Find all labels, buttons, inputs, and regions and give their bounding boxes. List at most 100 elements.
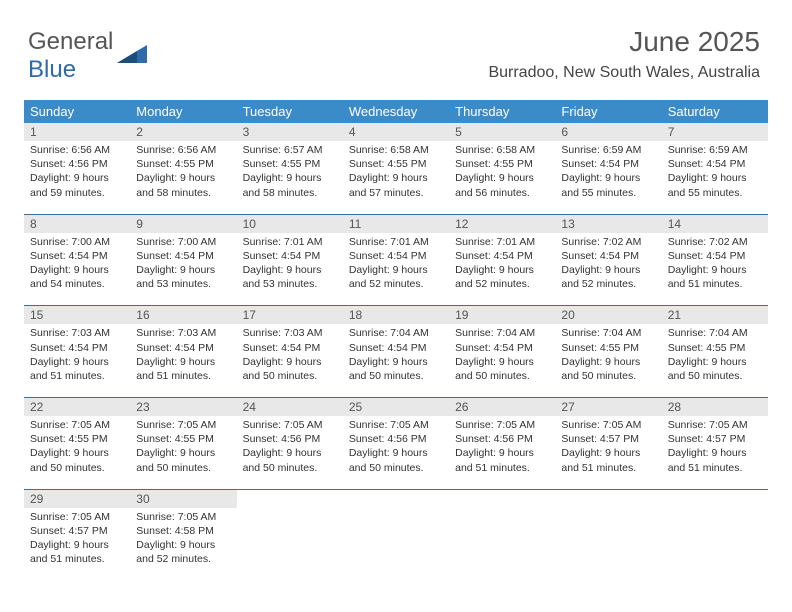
day-info-line: Daylight: 9 hours <box>561 171 655 185</box>
day-info-line: Sunrise: 6:56 AM <box>136 143 230 157</box>
day-cell: 30Sunrise: 7:05 AMSunset: 4:58 PMDayligh… <box>130 490 236 571</box>
day-info-line: Sunset: 4:54 PM <box>561 249 655 263</box>
day-cell: 25Sunrise: 7:05 AMSunset: 4:56 PMDayligh… <box>343 398 449 479</box>
day-info-line: Daylight: 9 hours <box>243 171 337 185</box>
day-info-line: Sunset: 4:54 PM <box>349 341 443 355</box>
day-info-line: and 51 minutes. <box>30 552 124 566</box>
day-info-line: Daylight: 9 hours <box>30 446 124 460</box>
day-info-line: Sunset: 4:55 PM <box>349 157 443 171</box>
day-info-line: Sunset: 4:54 PM <box>30 249 124 263</box>
day-info-line: Sunset: 4:55 PM <box>243 157 337 171</box>
day-info-line: and 50 minutes. <box>136 461 230 475</box>
day-info: Sunrise: 6:56 AMSunset: 4:56 PMDaylight:… <box>24 141 130 204</box>
day-number: 28 <box>662 398 768 416</box>
day-cell <box>555 490 661 571</box>
day-number: 15 <box>24 306 130 324</box>
day-cell: 7Sunrise: 6:59 AMSunset: 4:54 PMDaylight… <box>662 123 768 204</box>
day-info-line: and 59 minutes. <box>30 186 124 200</box>
day-number: 29 <box>24 490 130 508</box>
location-label: Burradoo, New South Wales, Australia <box>488 64 760 82</box>
day-info-line: Sunset: 4:54 PM <box>561 157 655 171</box>
day-info: Sunrise: 7:03 AMSunset: 4:54 PMDaylight:… <box>130 324 236 387</box>
day-info-line: Daylight: 9 hours <box>30 171 124 185</box>
logo-word1: General <box>28 28 113 55</box>
day-cell: 15Sunrise: 7:03 AMSunset: 4:54 PMDayligh… <box>24 306 130 387</box>
day-cell: 27Sunrise: 7:05 AMSunset: 4:57 PMDayligh… <box>555 398 661 479</box>
week-row: 15Sunrise: 7:03 AMSunset: 4:54 PMDayligh… <box>24 305 768 387</box>
day-info: Sunrise: 6:59 AMSunset: 4:54 PMDaylight:… <box>662 141 768 204</box>
day-info-line: and 50 minutes. <box>243 369 337 383</box>
day-cell: 29 Sunrise: 7:05 AMSunset: 4:57 PMDayligh… <box>24 490 130 571</box>
day-info-line: and 51 minutes. <box>455 461 549 475</box>
day-cell: 23Sunrise: 7:05 AMSunset: 4:55 PMDayligh… <box>130 398 236 479</box>
day-info-line: Daylight: 9 hours <box>136 538 230 552</box>
day-info: Sunrise: 7:05 AMSunset: 4:56 PMDaylight:… <box>237 416 343 479</box>
day-info: Sunrise: 7:05 AMSunset: 4:55 PMDaylight:… <box>24 416 130 479</box>
day-info-line: Sunrise: 7:04 AM <box>349 326 443 340</box>
day-info-line: Sunrise: 7:05 AM <box>30 510 124 524</box>
day-info-line: Sunrise: 7:00 AM <box>136 235 230 249</box>
day-header-cell: Sunday <box>24 100 130 123</box>
day-info-line: Sunset: 4:54 PM <box>668 249 762 263</box>
day-info-line: Daylight: 9 hours <box>136 171 230 185</box>
day-number: 18 <box>343 306 449 324</box>
week-row: 8Sunrise: 7:00 AMSunset: 4:54 PMDaylight… <box>24 214 768 296</box>
day-info: Sunrise: 7:04 AMSunset: 4:55 PMDaylight:… <box>662 324 768 387</box>
day-number: 4 <box>343 123 449 141</box>
day-number: 6 <box>555 123 661 141</box>
day-info-line: Sunrise: 6:58 AM <box>455 143 549 157</box>
day-info-line: Sunset: 4:57 PM <box>668 432 762 446</box>
day-info-line: Sunset: 4:54 PM <box>455 341 549 355</box>
day-info: Sunrise: 7:04 AMSunset: 4:54 PMDaylight:… <box>343 324 449 387</box>
day-number: 21 <box>662 306 768 324</box>
day-info-line: Daylight: 9 hours <box>136 263 230 277</box>
day-info-line: Daylight: 9 hours <box>349 355 443 369</box>
day-info-line: Daylight: 9 hours <box>349 263 443 277</box>
day-info-line: Sunrise: 7:02 AM <box>668 235 762 249</box>
day-info-line: Daylight: 9 hours <box>30 538 124 552</box>
day-cell: 18Sunrise: 7:04 AMSunset: 4:54 PMDayligh… <box>343 306 449 387</box>
day-info-line: Daylight: 9 hours <box>668 446 762 460</box>
day-info-line: and 56 minutes. <box>455 186 549 200</box>
day-info-line: Sunrise: 7:01 AM <box>243 235 337 249</box>
day-header-cell: Thursday <box>449 100 555 123</box>
day-cell: 10Sunrise: 7:01 AMSunset: 4:54 PMDayligh… <box>237 215 343 296</box>
day-number: 20 <box>555 306 661 324</box>
day-cell: 2Sunrise: 6:56 AMSunset: 4:55 PMDaylight… <box>130 123 236 204</box>
day-info-line: Sunset: 4:54 PM <box>243 249 337 263</box>
day-info: Sunrise: 6:56 AMSunset: 4:55 PMDaylight:… <box>130 141 236 204</box>
day-info-line: Sunrise: 7:01 AM <box>455 235 549 249</box>
day-info-line: Sunrise: 7:05 AM <box>243 418 337 432</box>
day-info-line: Daylight: 9 hours <box>455 171 549 185</box>
logo-text: General Blue <box>28 28 113 84</box>
day-info-line: Sunrise: 7:02 AM <box>561 235 655 249</box>
day-info-line: and 51 minutes. <box>668 277 762 291</box>
day-cell: 19Sunrise: 7:04 AMSunset: 4:54 PMDayligh… <box>449 306 555 387</box>
day-info-line: Sunset: 4:57 PM <box>30 524 124 538</box>
logo-word2: Blue <box>28 56 76 83</box>
day-number: 27 <box>555 398 661 416</box>
day-info-line: Daylight: 9 hours <box>561 263 655 277</box>
day-info-line: and 52 minutes. <box>349 277 443 291</box>
header-right: June 2025 Burradoo, New South Wales, Aus… <box>488 26 760 82</box>
day-cell <box>237 490 343 571</box>
day-cell: 24Sunrise: 7:05 AMSunset: 4:56 PMDayligh… <box>237 398 343 479</box>
day-cell <box>662 490 768 571</box>
day-info-line: Sunrise: 6:59 AM <box>668 143 762 157</box>
day-number: 11 <box>343 215 449 233</box>
day-cell: 9Sunrise: 7:00 AMSunset: 4:54 PMDaylight… <box>130 215 236 296</box>
day-cell: 26Sunrise: 7:05 AMSunset: 4:56 PMDayligh… <box>449 398 555 479</box>
day-cell: 14Sunrise: 7:02 AMSunset: 4:54 PMDayligh… <box>662 215 768 296</box>
day-cell: 22Sunrise: 7:05 AMSunset: 4:55 PMDayligh… <box>24 398 130 479</box>
day-cell: 20Sunrise: 7:04 AMSunset: 4:55 PMDayligh… <box>555 306 661 387</box>
day-number: 13 <box>555 215 661 233</box>
day-info-line: Sunset: 4:55 PM <box>136 157 230 171</box>
day-cell: 6Sunrise: 6:59 AMSunset: 4:54 PMDaylight… <box>555 123 661 204</box>
day-info-line: Sunset: 4:54 PM <box>136 249 230 263</box>
weeks-container: 1Sunrise: 6:56 AMSunset: 4:56 PMDaylight… <box>24 123 768 570</box>
day-info: Sunrise: 6:58 AMSunset: 4:55 PMDaylight:… <box>343 141 449 204</box>
day-number: 19 <box>449 306 555 324</box>
day-number: 7 <box>662 123 768 141</box>
day-info-line: Sunset: 4:58 PM <box>136 524 230 538</box>
day-info-line: and 50 minutes. <box>668 369 762 383</box>
